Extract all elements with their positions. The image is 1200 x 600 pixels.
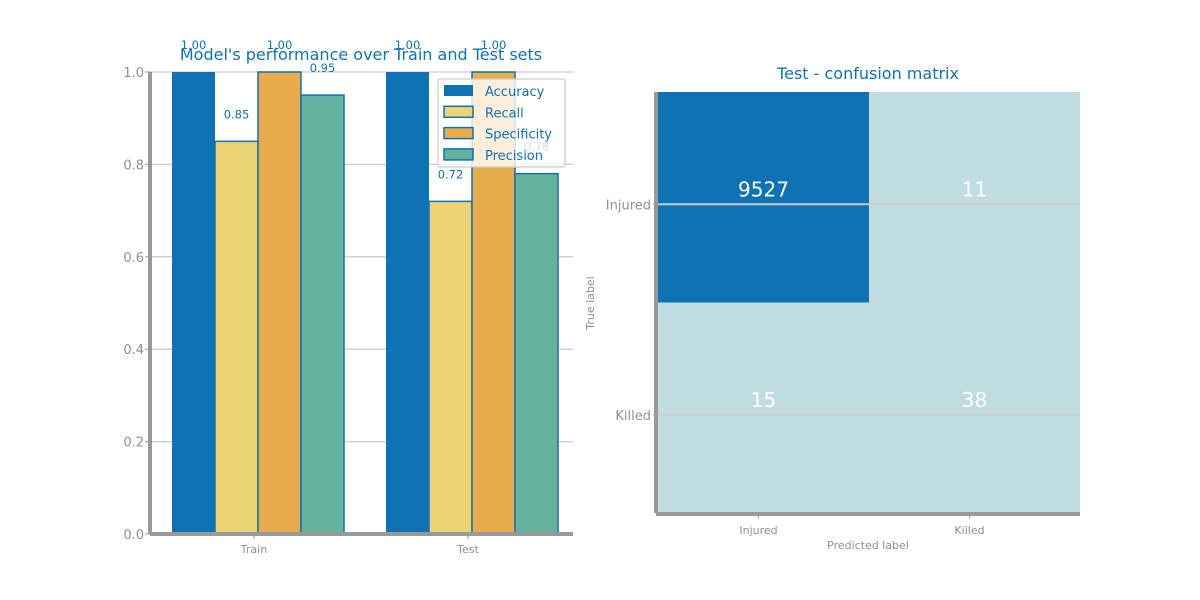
cm-x-tick-label: Injured [739,524,777,537]
bar-precision-test [514,172,559,535]
bar-chart-title: Model's performance over Train and Test … [180,45,542,64]
bar-recall-test [428,200,473,535]
bar-accuracy-train [172,72,215,534]
legend-swatch-precision [443,148,474,161]
bar-value-label: 0.95 [310,61,336,75]
bar-x-tick-label: Train [240,543,267,556]
confusion-matrix: 9527 11 15 38 Injured Killed Injured Killed T… [584,64,1080,552]
legend-frame [437,78,566,168]
bar-recall-train [214,140,259,535]
bar-y-tick-label: 0.8 [123,158,144,173]
legend-swatch-recall [443,105,474,119]
bar-x-ticks: Train Test [240,534,480,556]
bar-specificity-train [257,71,302,535]
bar-value-label: 0.72 [438,167,464,181]
cm-cell-killed-injured [658,302,869,513]
legend-label-specificity: Specificity [485,128,552,143]
cm-title: Test - confusion matrix [776,64,959,83]
bar-legend: Accuracy Recall Specificity Precision [437,78,566,168]
legend-swatch-specificity [443,126,474,140]
bar-y-tick-label: 0.0 [123,528,144,543]
bar-accuracy-test [386,72,429,534]
bar-axes [148,72,573,536]
bar-y-tick-label: 0.2 [123,436,144,451]
cm-cell-value: 15 [751,388,776,412]
cm-cell-injured-killed [869,92,1080,303]
bar-chart: 0.0 0.2 0.4 0.6 0.8 1.0 Train Test 1.00 0.85 1.0… [123,38,573,556]
cm-cell-value: 9527 [738,177,789,201]
cm-y-ticks: Injured Killed [606,198,658,424]
legend-swatch-accuracy [444,85,473,96]
bar-x-tick-label: Test [456,543,479,556]
cm-cell-injured-injured [658,92,869,303]
bar-y-tick-label: 1.0 [123,66,144,81]
bar-y-ticks: 0.0 0.2 0.4 0.6 0.8 1.0 [123,66,150,543]
cm-cells [658,92,1080,513]
cm-y-tick-label: Killed [615,409,651,424]
bar-value-label: 0.85 [224,107,250,121]
bar-value-label: 1.00 [395,38,421,52]
cm-x-axis-label: Predicted label [827,539,909,552]
cm-cell-value: 11 [962,177,987,201]
bar-value-label: 1.00 [181,38,207,52]
bar-value-label: 1.00 [481,38,507,52]
bar-value-label: 1.00 [267,38,293,52]
bar-y-tick-label: 0.6 [123,251,144,266]
legend-label-accuracy: Accuracy [485,85,545,100]
cm-x-tick-label: Killed [954,524,984,537]
cm-x-ticks: Injured Killed [739,513,985,537]
cm-cell-labels: 9527 11 15 38 [738,177,987,412]
cm-cell-value: 38 [962,388,987,412]
legend-label-precision: Precision [485,149,543,164]
cm-axes [654,92,1080,516]
cm-y-axis-label: True label [584,276,597,330]
cm-grid [658,203,1080,416]
bar-precision-train [300,94,345,535]
cm-cell-killed-killed [869,302,1080,513]
bar-y-tick-label: 0.4 [123,343,144,358]
legend-label-recall: Recall [485,106,524,121]
cm-y-tick-label: Injured [606,198,651,213]
